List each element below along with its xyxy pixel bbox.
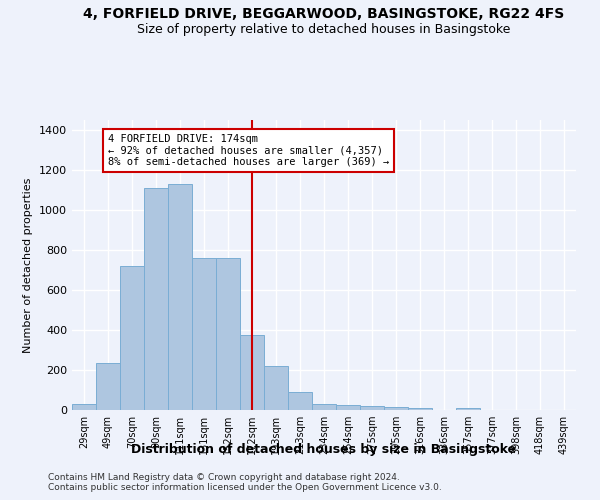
Text: Contains HM Land Registry data © Crown copyright and database right 2024.: Contains HM Land Registry data © Crown c… xyxy=(48,472,400,482)
Bar xyxy=(456,408,480,410)
Bar xyxy=(216,258,240,410)
Bar xyxy=(72,404,96,410)
Bar xyxy=(96,363,120,410)
Bar xyxy=(384,407,408,410)
Bar xyxy=(288,392,312,410)
Bar xyxy=(168,184,192,410)
Bar xyxy=(120,266,144,410)
Bar xyxy=(240,335,264,410)
Bar xyxy=(192,258,216,410)
Text: Distribution of detached houses by size in Basingstoke: Distribution of detached houses by size … xyxy=(131,442,517,456)
Text: 4, FORFIELD DRIVE, BEGGARWOOD, BASINGSTOKE, RG22 4FS: 4, FORFIELD DRIVE, BEGGARWOOD, BASINGSTO… xyxy=(83,8,565,22)
Y-axis label: Number of detached properties: Number of detached properties xyxy=(23,178,34,352)
Bar xyxy=(336,405,360,410)
Text: Size of property relative to detached houses in Basingstoke: Size of property relative to detached ho… xyxy=(137,22,511,36)
Bar xyxy=(144,188,168,410)
Text: Contains public sector information licensed under the Open Government Licence v3: Contains public sector information licen… xyxy=(48,482,442,492)
Bar xyxy=(360,406,384,410)
Bar xyxy=(264,366,288,410)
Text: 4 FORFIELD DRIVE: 174sqm
← 92% of detached houses are smaller (4,357)
8% of semi: 4 FORFIELD DRIVE: 174sqm ← 92% of detach… xyxy=(108,134,389,167)
Bar xyxy=(312,404,336,410)
Bar xyxy=(408,408,432,410)
